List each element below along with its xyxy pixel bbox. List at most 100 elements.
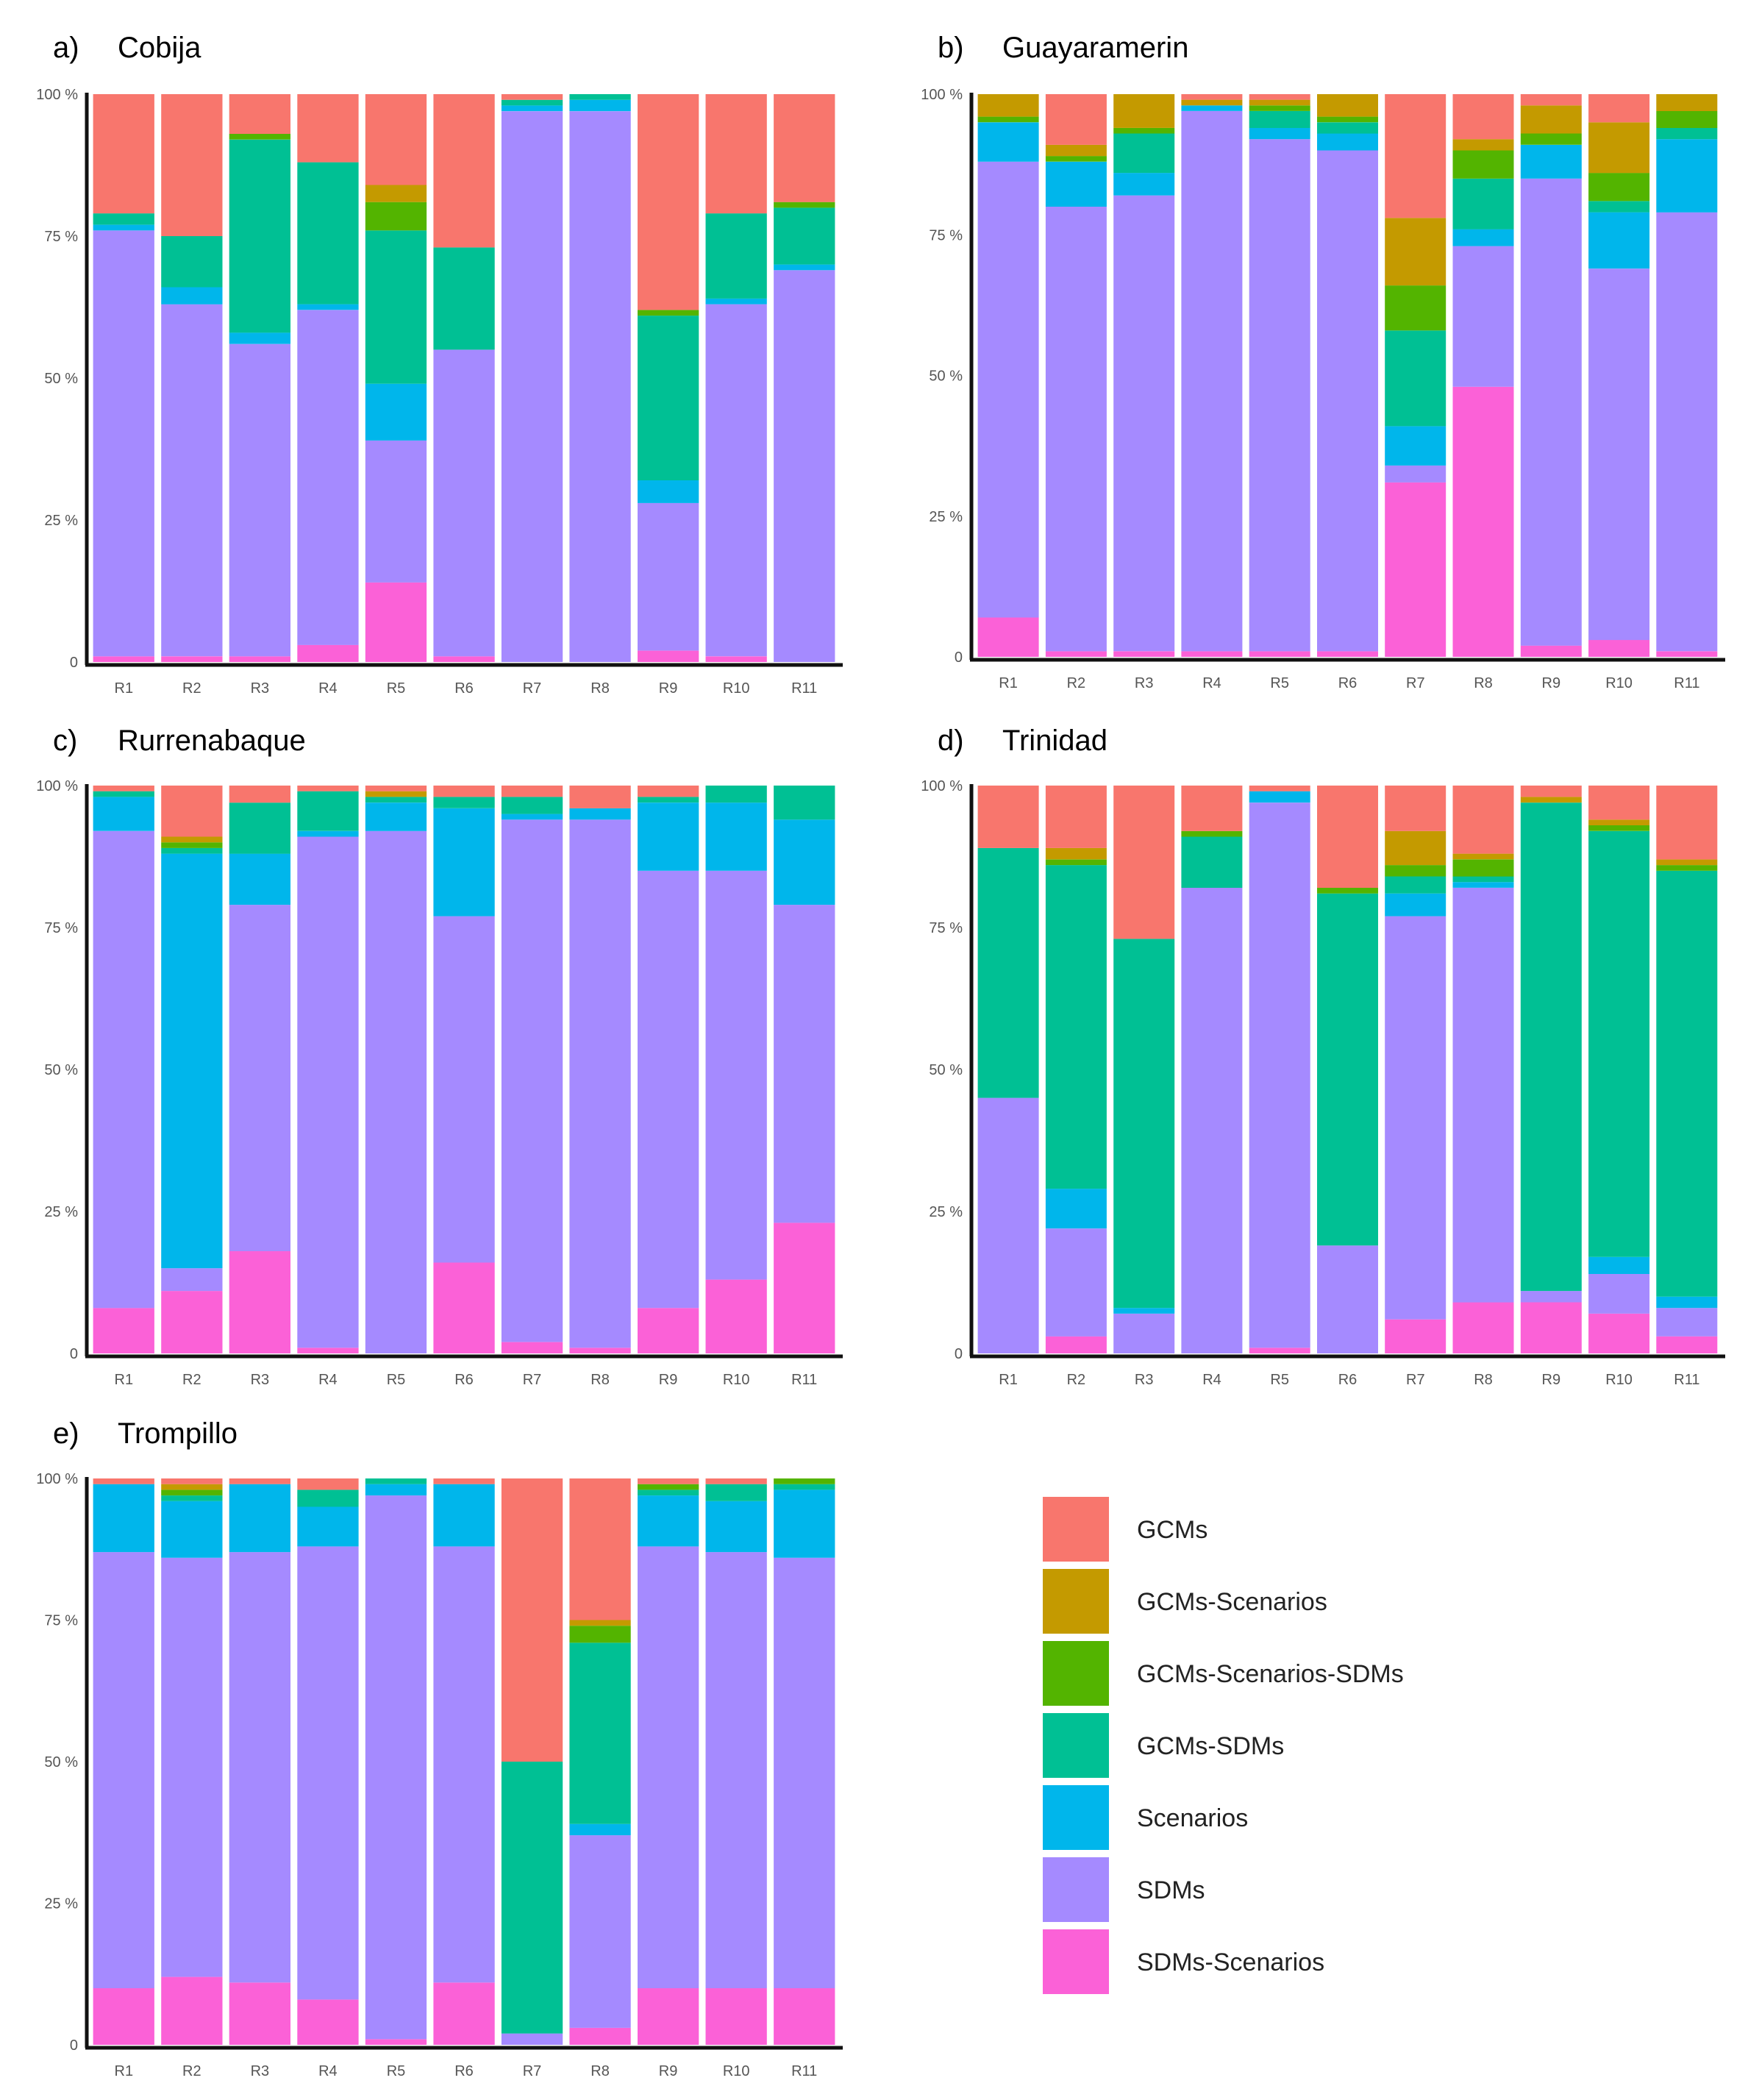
bar-segment-r7-sdms-scenarios	[1385, 1319, 1446, 1353]
bar-segment-r5-gcms-sdms	[365, 230, 427, 384]
bar-segment-r8-gcms-scenarios-sdms	[569, 1626, 631, 1643]
bar-segment-r8-scenarios	[569, 1823, 631, 1836]
bar-segment-r7-sdms	[501, 2033, 563, 2045]
bar-segment-r10-gcms-sdms	[705, 786, 767, 803]
x-tick-label: R9	[1542, 1372, 1561, 1388]
y-tick-label: 25 %	[929, 1204, 963, 1220]
bar-segment-r2-gcms-scenarios	[1045, 144, 1107, 157]
bar-segment-r7-gcms-sdms	[501, 1762, 563, 2034]
bar-segment-r11-sdms	[1656, 1308, 1718, 1336]
legend-swatch-gcms	[1043, 1497, 1109, 1562]
bar-segment-r4-gcms-scenarios-sdms	[1181, 830, 1243, 837]
y-tick-label: 25 %	[44, 1896, 78, 1912]
bar-segment-r3-gcms-sdms	[229, 139, 290, 333]
bar-segment-r5-scenarios	[365, 802, 427, 831]
bar-segment-r11-gcms-sdms	[1656, 870, 1718, 1297]
bar-segment-r8-sdms-scenarios	[569, 2027, 631, 2045]
bar-segment-r4-scenarios	[1181, 105, 1243, 111]
bar-segment-r7-sdms	[1385, 465, 1446, 483]
x-tick-label: R5	[387, 1372, 406, 1388]
bar-segment-r1-gcms	[93, 786, 154, 791]
legend-swatch-gcms-scenarios	[1043, 1569, 1109, 1634]
legend-label-gcms-scenarios-sdms: GCMs-Scenarios-SDMs	[1137, 1660, 1404, 1688]
bar-segment-r9-sdms-scenarios	[638, 1988, 699, 2045]
panel-title: Guayaramerin	[1002, 32, 1188, 64]
bar-segment-r10-scenarios	[705, 802, 767, 871]
bar-segment-r11-gcms	[1656, 786, 1718, 860]
x-tick-label: R11	[1674, 1372, 1699, 1388]
legend-label-gcms: GCMs	[1137, 1516, 1207, 1544]
bar-segment-r11-gcms-sdms	[774, 1484, 835, 1490]
bar-segment-r9-gcms-scenarios-sdms	[1520, 133, 1582, 145]
bar-segment-r10-sdms-scenarios	[705, 656, 767, 662]
x-tick-label: R2	[1067, 675, 1086, 691]
bar-segment-r10-sdms-scenarios	[705, 1988, 767, 2045]
bar-segment-r1-sdms-scenarios	[93, 1988, 154, 2045]
y-tick-label: 25 %	[44, 513, 78, 529]
panel-cobija: a) Cobija R1 R2 R3 R4 R5 R6 R7 R8 R9 R10 R11 0 25 % 50 …	[36, 32, 843, 697]
bar-segment-r2-gcms-scenarios-sdms	[1045, 156, 1107, 162]
y-tick-label: 50 %	[44, 371, 78, 387]
bar-segment-r3-sdms	[229, 1552, 290, 1983]
x-tick-label: R8	[591, 2063, 610, 2079]
bar-segment-r8-gcms-scenarios-sdms	[1452, 150, 1514, 179]
bar-segment-r5-scenarios	[365, 1484, 427, 1496]
bar-segment-r9-sdms-scenarios	[1520, 645, 1582, 657]
bar-segment-r3-gcms	[1113, 786, 1175, 939]
bar-segment-r5-sdms	[365, 440, 427, 583]
bar-segment-r2-gcms-scenarios-sdms	[161, 1489, 223, 1496]
y-tick-label: 50 %	[929, 1062, 963, 1078]
x-tick-label: R6	[454, 680, 474, 697]
bar-segment-r8-scenarios	[569, 99, 631, 112]
bar-segment-r2-sdms	[161, 1557, 223, 1977]
panel-title: Cobija	[118, 32, 201, 64]
bar-segment-r1-sdms	[977, 161, 1039, 618]
bar-segment-r3-sdms	[1113, 1314, 1175, 1353]
x-tick-label: R5	[387, 2063, 406, 2079]
bar-segment-r9-gcms	[638, 786, 699, 797]
bar-segment-r8-gcms-scenarios-sdms	[1452, 859, 1514, 877]
bar-segment-r8-gcms-sdms	[1452, 178, 1514, 229]
bar-segment-r7-gcms-scenarios	[1385, 830, 1446, 866]
x-tick-label: R11	[791, 680, 817, 697]
bar-segment-r9-gcms	[1520, 786, 1582, 797]
bar-segment-r8-gcms-sdms	[569, 94, 631, 100]
bar-segment-r4-gcms-sdms	[297, 791, 359, 831]
panel-title: Trompillo	[118, 1417, 238, 1450]
y-tick-label: 100 %	[921, 778, 963, 794]
bar-segment-r9-sdms-scenarios	[638, 650, 699, 662]
x-tick-label: R6	[1338, 675, 1358, 691]
bar-segment-r2-gcms	[1045, 94, 1107, 145]
y-tick-label: 0	[70, 2037, 78, 2054]
bar-segment-r2-sdms-scenarios	[1045, 651, 1107, 657]
bar-segment-r3-sdms-scenarios	[229, 1982, 290, 2045]
bar-segment-r1-gcms-sdms	[93, 791, 154, 797]
bar-segment-r11-sdms	[774, 270, 835, 662]
legend-label-scenarios: Scenarios	[1137, 1804, 1248, 1832]
panel-letter: d)	[938, 725, 964, 757]
bar-segment-r10-scenarios	[1588, 212, 1650, 269]
bar-segment-r6-gcms-scenarios-sdms	[1317, 116, 1378, 123]
bar-segment-r7-gcms-sdms	[1385, 330, 1446, 427]
bar-segment-r6-gcms	[433, 94, 495, 248]
bar-segment-r6-sdms	[433, 349, 495, 657]
legend-label-sdms: SDMs	[1137, 1876, 1205, 1904]
bar-segment-r7-gcms-sdms	[1385, 876, 1446, 894]
bar-segment-r10-gcms	[705, 94, 767, 214]
panel-trompillo: e) Trompillo R1 R2 R3 R4 R5 R6 R7 R8 R9 R10 R11 0 25 %…	[36, 1417, 843, 2079]
legend-label-gcms-scenarios: GCMs-Scenarios	[1137, 1588, 1327, 1616]
bar-segment-r1-scenarios	[93, 797, 154, 831]
bar-segment-r11-gcms-scenarios-sdms	[774, 202, 835, 208]
bar-segment-r7-gcms	[1385, 786, 1446, 831]
bar-segment-r9-gcms-scenarios	[1520, 105, 1582, 134]
bar-segment-r2-sdms	[161, 304, 223, 657]
bar-segment-r11-gcms-scenarios	[1656, 94, 1718, 111]
bar-segment-r11-sdms	[774, 905, 835, 1223]
bar-segment-r11-sdms-scenarios	[1656, 1336, 1718, 1353]
x-tick-label: R9	[659, 680, 678, 697]
bar-segment-r2-scenarios	[161, 853, 223, 1269]
bar-segment-r2-gcms-scenarios-sdms	[161, 842, 223, 848]
bar-segment-r7-scenarios	[1385, 426, 1446, 466]
y-tick-label: 0	[70, 1346, 78, 1362]
bar-segment-r7-sdms	[501, 819, 563, 1342]
